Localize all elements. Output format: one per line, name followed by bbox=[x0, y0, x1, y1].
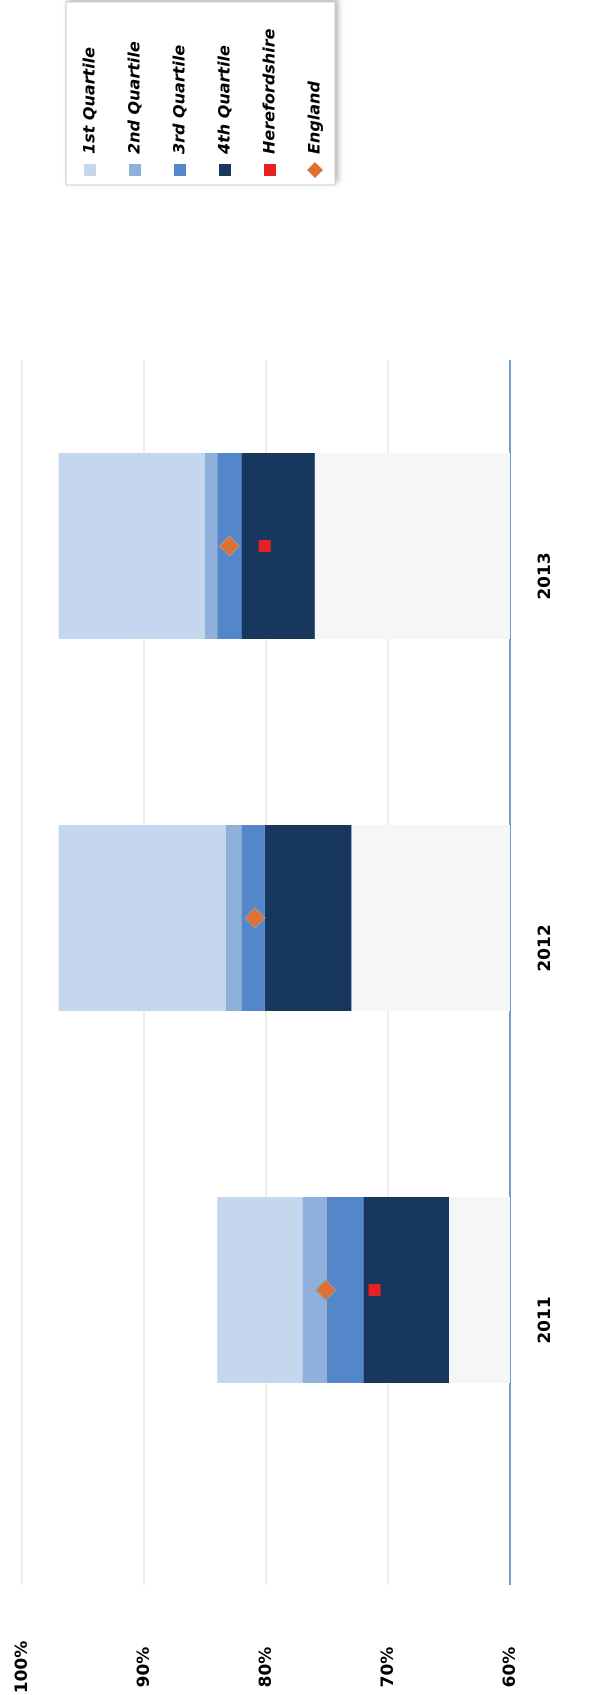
bar-segment bbox=[449, 1197, 510, 1383]
bar-segment bbox=[205, 453, 218, 639]
legend-box bbox=[65, 1, 336, 186]
marker bbox=[314, 1279, 337, 1301]
marker bbox=[258, 540, 271, 552]
legend-label: Herefordshire bbox=[260, 28, 279, 154]
y-tick-label: 90% bbox=[134, 1647, 154, 1688]
y-tick-label: 70% bbox=[378, 1647, 398, 1688]
legend-swatch bbox=[219, 164, 231, 176]
bar-segment bbox=[264, 825, 352, 1011]
bar-segment bbox=[363, 1197, 450, 1383]
marker bbox=[218, 535, 241, 557]
bar-segment bbox=[314, 453, 510, 639]
bar-segment bbox=[351, 825, 510, 1011]
legend-swatch bbox=[129, 164, 141, 176]
x-tick-label: 2012 bbox=[535, 924, 555, 971]
marker bbox=[368, 1284, 381, 1296]
legend-label: 1st Quartile bbox=[80, 47, 99, 154]
x-tick-label: 2013 bbox=[535, 552, 555, 599]
y-tick-label: 100% bbox=[12, 1641, 32, 1694]
y-tick-label: 60% bbox=[500, 1647, 520, 1688]
y-tick-label: 80% bbox=[256, 1647, 276, 1688]
legend: 1st Quartile 2nd Quartile 3rd Quartile 4th … bbox=[65, 1, 336, 186]
legend-swatch bbox=[264, 164, 276, 176]
legend-swatch bbox=[84, 164, 96, 176]
bar-segment bbox=[217, 1197, 303, 1383]
bar-segment bbox=[225, 825, 242, 1011]
legend-label: 2nd Quartile bbox=[125, 41, 144, 154]
marker bbox=[244, 907, 266, 929]
plot: 60% 70% 80% 90% 100% 2011 2012 2013 1st Quartile… bbox=[12, 1, 555, 1694]
bar-segment bbox=[58, 825, 226, 1011]
legend-swatch bbox=[174, 164, 186, 176]
bar-segment bbox=[327, 1197, 364, 1383]
legend-label: England bbox=[305, 81, 324, 154]
bar-segment bbox=[58, 453, 205, 639]
x-tick-label: 2011 bbox=[535, 1296, 555, 1343]
legend-label: 3rd Quartile bbox=[170, 45, 189, 154]
bar-segment bbox=[302, 1197, 328, 1383]
bar-segment bbox=[241, 453, 315, 639]
legend-label: 4th Quartile bbox=[215, 45, 234, 155]
legend-swatch bbox=[307, 162, 323, 178]
